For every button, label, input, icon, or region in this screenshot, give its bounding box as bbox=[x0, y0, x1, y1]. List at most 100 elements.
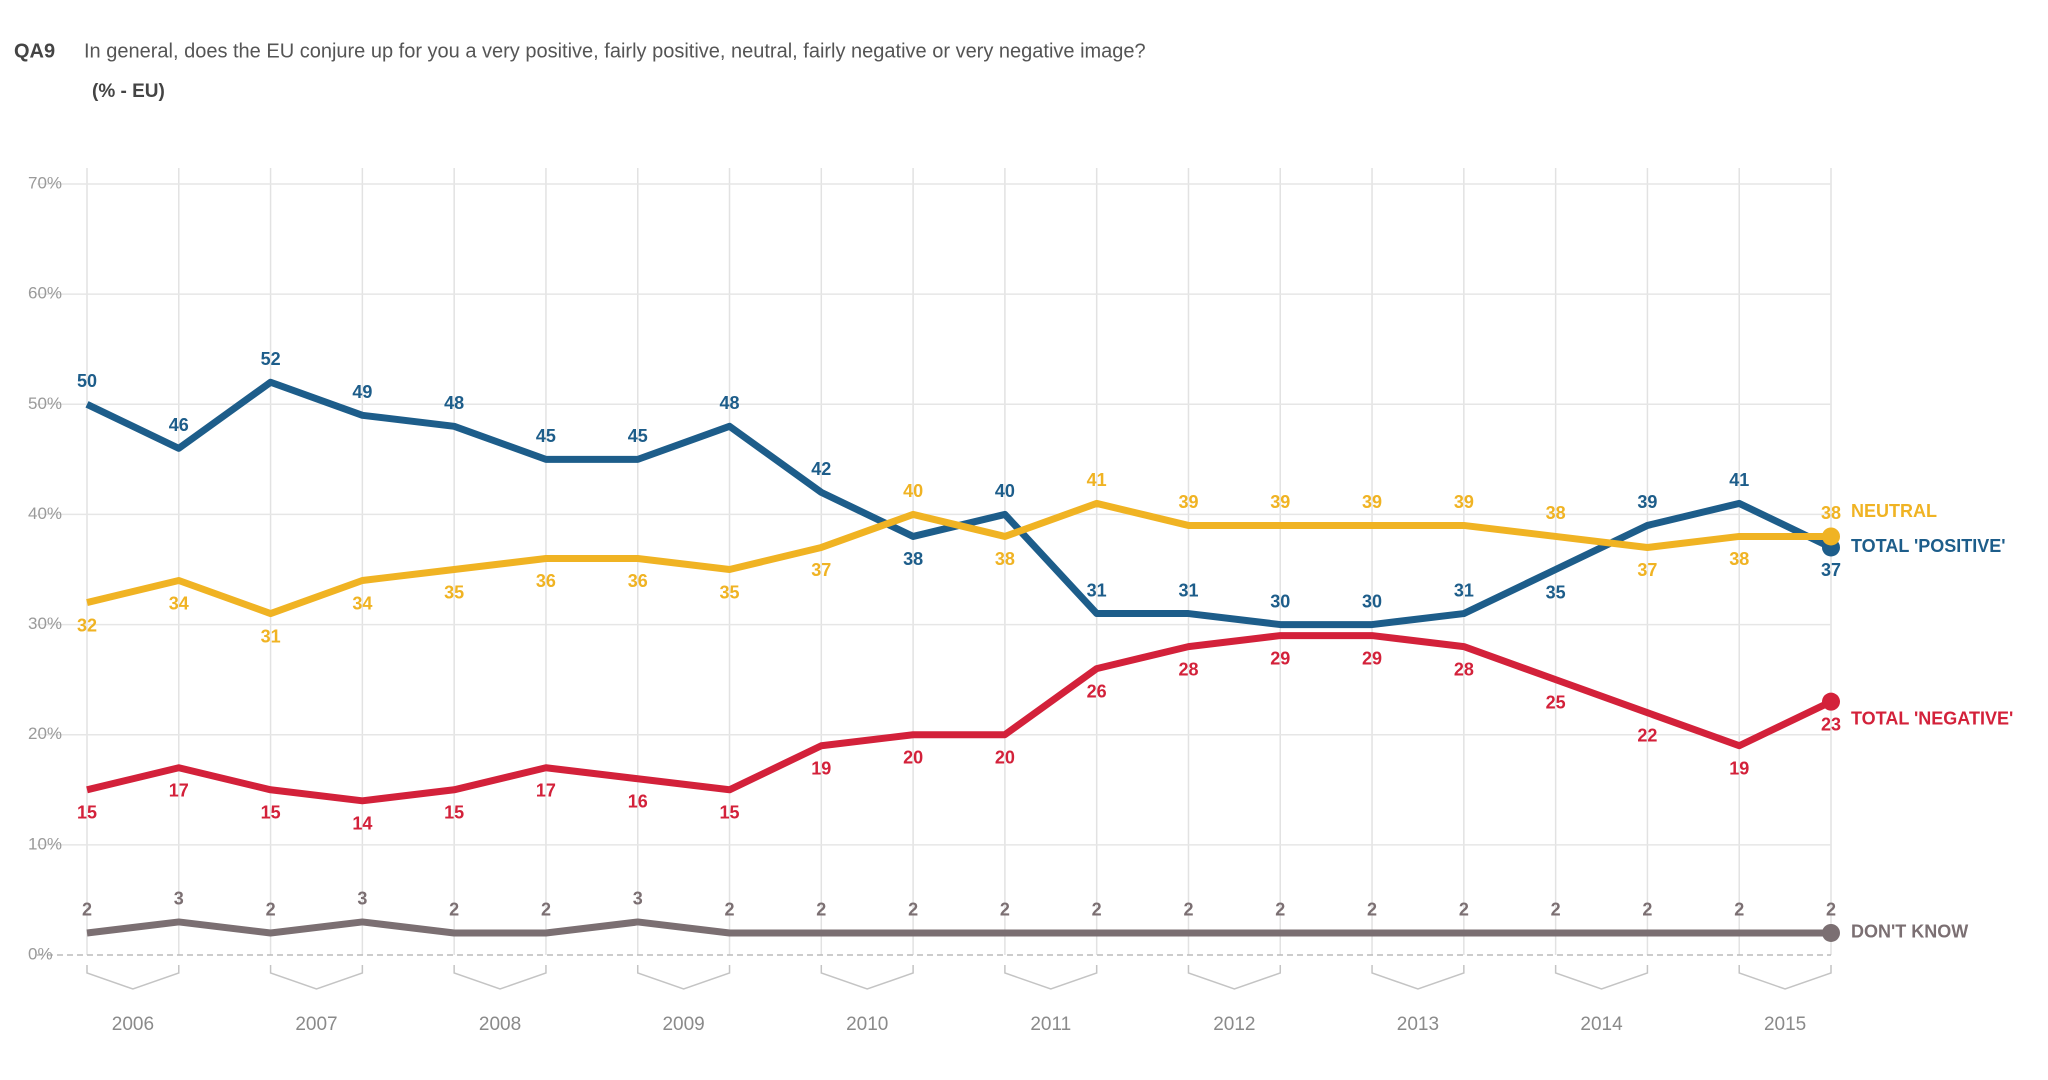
end-marker bbox=[1822, 527, 1840, 546]
data-label: 2 bbox=[1551, 900, 1561, 920]
y-tick-label: 30% bbox=[28, 614, 62, 633]
data-label: 45 bbox=[628, 426, 648, 446]
data-label: 38 bbox=[1546, 503, 1566, 523]
data-label: 36 bbox=[628, 571, 648, 591]
data-label: 45 bbox=[536, 426, 556, 446]
x-tick-label: 2012 bbox=[1213, 1014, 1255, 1035]
data-label: 2 bbox=[1275, 900, 1285, 920]
year-brace bbox=[1371, 965, 1465, 990]
data-label: 31 bbox=[1087, 580, 1107, 600]
data-label: 17 bbox=[169, 781, 189, 801]
data-label: 48 bbox=[720, 393, 740, 413]
data-label: 2 bbox=[1734, 900, 1744, 920]
year-brace bbox=[820, 965, 914, 990]
data-label: 41 bbox=[1087, 470, 1107, 490]
y-tick-label: 60% bbox=[28, 284, 62, 303]
chart-subtitle: (% - EU) bbox=[92, 81, 165, 102]
series-line bbox=[86, 918, 1831, 937]
data-label: 14 bbox=[352, 814, 372, 834]
end-marker bbox=[1822, 692, 1840, 711]
x-tick-label: 2006 bbox=[112, 1014, 154, 1035]
series-line bbox=[86, 632, 1833, 805]
y-tick-label: 50% bbox=[28, 394, 62, 413]
data-label: 25 bbox=[1546, 692, 1566, 712]
year-brace bbox=[1738, 965, 1832, 990]
data-label: 19 bbox=[811, 758, 831, 778]
data-label: 3 bbox=[357, 889, 367, 909]
data-label: 19 bbox=[1729, 758, 1749, 778]
data-label: 41 bbox=[1729, 470, 1749, 490]
year-brace bbox=[1554, 965, 1649, 990]
data-label: 15 bbox=[261, 803, 281, 823]
data-label: 42 bbox=[811, 459, 831, 479]
legend-label: DON'T KNOW bbox=[1851, 922, 1968, 942]
x-tick-label: 2014 bbox=[1580, 1014, 1623, 1035]
year-brace bbox=[1004, 965, 1098, 990]
data-label: 39 bbox=[1270, 492, 1290, 512]
y-tick-label: 20% bbox=[28, 724, 62, 743]
data-label: 31 bbox=[261, 626, 281, 646]
x-tick-label: 2008 bbox=[479, 1014, 521, 1035]
year-brace bbox=[636, 965, 731, 990]
data-label: 31 bbox=[1178, 580, 1198, 600]
data-label: 46 bbox=[169, 415, 189, 435]
question-code: QA9 bbox=[14, 40, 55, 62]
data-label: 28 bbox=[1178, 659, 1198, 679]
data-label: 40 bbox=[995, 481, 1015, 501]
data-label: 32 bbox=[77, 615, 97, 635]
data-label: 39 bbox=[1454, 492, 1474, 512]
data-label: 2 bbox=[1826, 900, 1836, 920]
data-label: 37 bbox=[811, 560, 831, 580]
data-label: 35 bbox=[444, 582, 464, 602]
data-label: 30 bbox=[1270, 591, 1290, 611]
year-brace bbox=[1187, 965, 1282, 990]
series-line bbox=[86, 499, 1831, 618]
year-brace bbox=[453, 965, 547, 990]
data-label: 20 bbox=[903, 747, 923, 767]
data-label: 48 bbox=[444, 393, 464, 413]
data-label: 2 bbox=[1183, 900, 1193, 920]
x-tick-label: 2009 bbox=[662, 1014, 704, 1035]
data-label: 2 bbox=[1000, 900, 1010, 920]
x-tick-label: 2013 bbox=[1397, 1014, 1439, 1035]
y-tick-label: 70% bbox=[28, 173, 62, 192]
x-tick-label: 2011 bbox=[1030, 1014, 1071, 1035]
data-label: 2 bbox=[266, 900, 276, 920]
data-label: 3 bbox=[174, 889, 184, 909]
y-tick-label: 40% bbox=[28, 504, 62, 523]
data-label: 2 bbox=[541, 900, 551, 920]
data-label: 15 bbox=[77, 803, 97, 823]
data-label: 20 bbox=[995, 747, 1015, 767]
data-label: 23 bbox=[1821, 714, 1841, 734]
data-label: 37 bbox=[1637, 560, 1657, 580]
data-label: 2 bbox=[725, 900, 735, 920]
chart-title: In general, does the EU conjure up for y… bbox=[84, 40, 1146, 62]
x-tick-label: 2007 bbox=[295, 1014, 337, 1035]
data-label: 2 bbox=[1367, 900, 1377, 920]
data-label: 2 bbox=[908, 900, 918, 920]
data-label: 38 bbox=[995, 549, 1015, 569]
data-label: 26 bbox=[1087, 681, 1107, 701]
data-label: 2 bbox=[1459, 900, 1469, 920]
data-label: 29 bbox=[1362, 648, 1382, 668]
data-label: 28 bbox=[1454, 659, 1474, 679]
end-marker bbox=[1822, 923, 1840, 942]
y-tick-label: 0% bbox=[28, 944, 53, 963]
data-label: 17 bbox=[536, 781, 556, 801]
data-label: 52 bbox=[261, 349, 281, 369]
data-label: 34 bbox=[352, 593, 372, 613]
data-label: 2 bbox=[82, 900, 92, 920]
x-tick-label: 2015 bbox=[1764, 1014, 1806, 1035]
data-label: 36 bbox=[536, 571, 556, 591]
data-label: 29 bbox=[1270, 648, 1290, 668]
data-label: 15 bbox=[720, 803, 740, 823]
data-label: 30 bbox=[1362, 591, 1382, 611]
data-label: 38 bbox=[903, 549, 923, 569]
data-label: 16 bbox=[628, 792, 648, 812]
data-label: 31 bbox=[1454, 580, 1474, 600]
grid bbox=[37, 168, 1832, 956]
data-label: 40 bbox=[903, 481, 923, 501]
data-label: 49 bbox=[352, 382, 372, 402]
y-tick-label: 10% bbox=[28, 834, 62, 853]
